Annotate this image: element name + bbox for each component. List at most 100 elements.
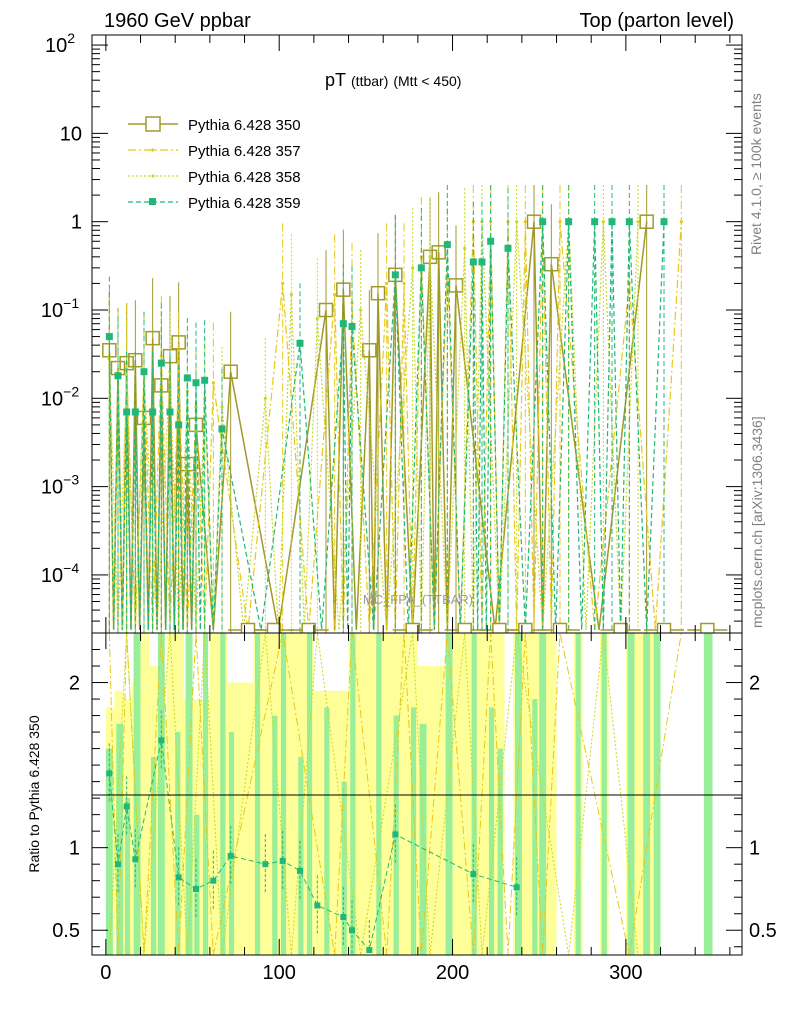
ratio-band-yellow-4: [140, 633, 150, 955]
ratio-band-green-35: [653, 633, 661, 955]
point-359-13: [296, 339, 304, 347]
legend-item-359: Pythia 6.428 359: [128, 195, 301, 212]
legend-label-358: Pythia 6.428 358: [188, 169, 301, 186]
ratio-band-green-0: [105, 748, 113, 955]
point-359-25: [591, 218, 599, 226]
point-357-12: [402, 281, 406, 286]
ratio-point-359-1: [115, 861, 121, 868]
ratio-ytick-label-right-2: 2: [749, 673, 760, 695]
point-359-11: [201, 376, 209, 384]
point-357-9: [333, 292, 337, 297]
point-358-9: [315, 316, 319, 321]
legend-item-357: Pythia 6.428 357: [128, 143, 301, 160]
ratio-band-green-13: [272, 715, 278, 955]
ratio-band-green-10: [220, 633, 226, 955]
ratio-band-green-7: [185, 633, 193, 955]
point-359-24: [565, 218, 573, 226]
point-359-7: [166, 408, 174, 416]
point-357-8: [281, 281, 285, 286]
point-350-19: [448, 278, 464, 293]
watermark: MC_FPA_(TTBAR): [363, 592, 473, 607]
legend: Pythia 6.428 350 Pythia 6.428 357 Pythia…: [128, 116, 301, 212]
ratio-band-green-28: [514, 633, 522, 955]
floor-point-350-2: [301, 622, 316, 633]
ratio-band-green-2: [124, 798, 131, 955]
legend-label-359: Pythia 6.428 359: [188, 195, 301, 212]
point-358-7: [263, 396, 267, 400]
point-357-11: [385, 281, 389, 286]
main-ytick-base-3: 10: [41, 300, 63, 322]
point-358-1: [125, 374, 129, 378]
ratio-point-359-11: [297, 867, 303, 874]
ratio-frame: [91, 632, 743, 956]
ratio-point-359-10: [279, 857, 286, 864]
main-ytick-base-4: 1: [71, 212, 82, 234]
floor-point-350-8: [613, 622, 628, 633]
ratio-band-green-20: [376, 633, 382, 955]
point-358-15: [515, 220, 519, 224]
main-ytick-base-5: 10: [60, 123, 82, 145]
legend-marker-357: [151, 148, 155, 152]
main-ytick-exp-2: −2: [63, 383, 79, 399]
ratio-ytick-label-left-2: 2: [69, 673, 80, 695]
point-359-27: [625, 218, 633, 226]
title-main: pT: [325, 70, 346, 90]
point-358-10: [359, 308, 363, 312]
ratio-point-359-16: [392, 831, 399, 838]
main-ytick-exp-0: −4: [63, 560, 79, 576]
ratio-point-359-13: [340, 914, 347, 921]
main-ytick-exp-3: −1: [63, 295, 79, 311]
side-label-rivet: Rivet 4.1.0, ≥ 100k events: [748, 93, 764, 255]
point-359-28: [660, 218, 668, 226]
point-359-17: [417, 264, 425, 272]
point-359-1: [114, 372, 122, 380]
floor-point-350-1: [266, 622, 282, 633]
legend-label-350: Pythia 6.428 350: [188, 117, 301, 134]
ratio-band-green-25: [471, 633, 477, 955]
ratio-ylabel: Ratio to Pythia 6.428 350: [26, 715, 42, 872]
ratio-point-359-18: [513, 884, 520, 891]
ratio-band-green-1: [116, 723, 124, 955]
point-350-21: [544, 256, 559, 272]
legend-marker-358: [151, 174, 155, 178]
point-359-19: [469, 258, 477, 266]
ratio-band-green-4: [150, 756, 157, 955]
ratio-band-green-22: [410, 707, 417, 955]
ratio-point-359-3: [132, 856, 139, 863]
floor-point-350-3: [405, 622, 420, 633]
ratio-point-359-9: [262, 861, 269, 868]
point-358-6: [220, 405, 224, 409]
ratio-point-359-12: [314, 902, 321, 909]
ratio-band-green-6: [175, 732, 181, 955]
point-358-12: [428, 255, 432, 259]
main-ytick-exp-1: −3: [63, 472, 79, 488]
point-357-5: [177, 370, 181, 374]
point-350-14: [362, 343, 377, 358]
title-sub-1: (ttbar): [351, 73, 388, 89]
main-ytick-label-6: 102: [45, 30, 75, 57]
ratio-band-green-33: [627, 633, 635, 955]
side-label-mcplots: mcplots.cern.ch [arXiv:1306.3436]: [749, 416, 765, 628]
xtick-label-3: 300: [609, 962, 642, 984]
point-359-10: [192, 379, 200, 387]
main-ytick-base-0: 10: [41, 565, 63, 587]
ratio-band-green-9: [202, 633, 209, 955]
ratio-point-359-15: [366, 947, 373, 954]
point-358-13: [463, 246, 467, 250]
point-358-11: [411, 266, 415, 270]
xtick-label-1: 100: [263, 962, 296, 984]
ratio-point-359-17: [470, 871, 477, 878]
ratio-band-green-36: [703, 633, 713, 955]
point-357-20: [558, 220, 562, 224]
main-ytick-label-0: 10−4: [41, 560, 79, 587]
point-359-0: [105, 333, 113, 341]
header-right: Top (parton level): [579, 10, 734, 32]
legend-item-350: Pythia 6.428 350: [128, 116, 301, 134]
floor-point-350-7: [552, 622, 568, 633]
ratio-band-green-8: [194, 814, 200, 955]
point-350-5: [145, 330, 160, 346]
ratio-band-green-34: [643, 633, 651, 955]
point-357-22: [679, 220, 683, 224]
